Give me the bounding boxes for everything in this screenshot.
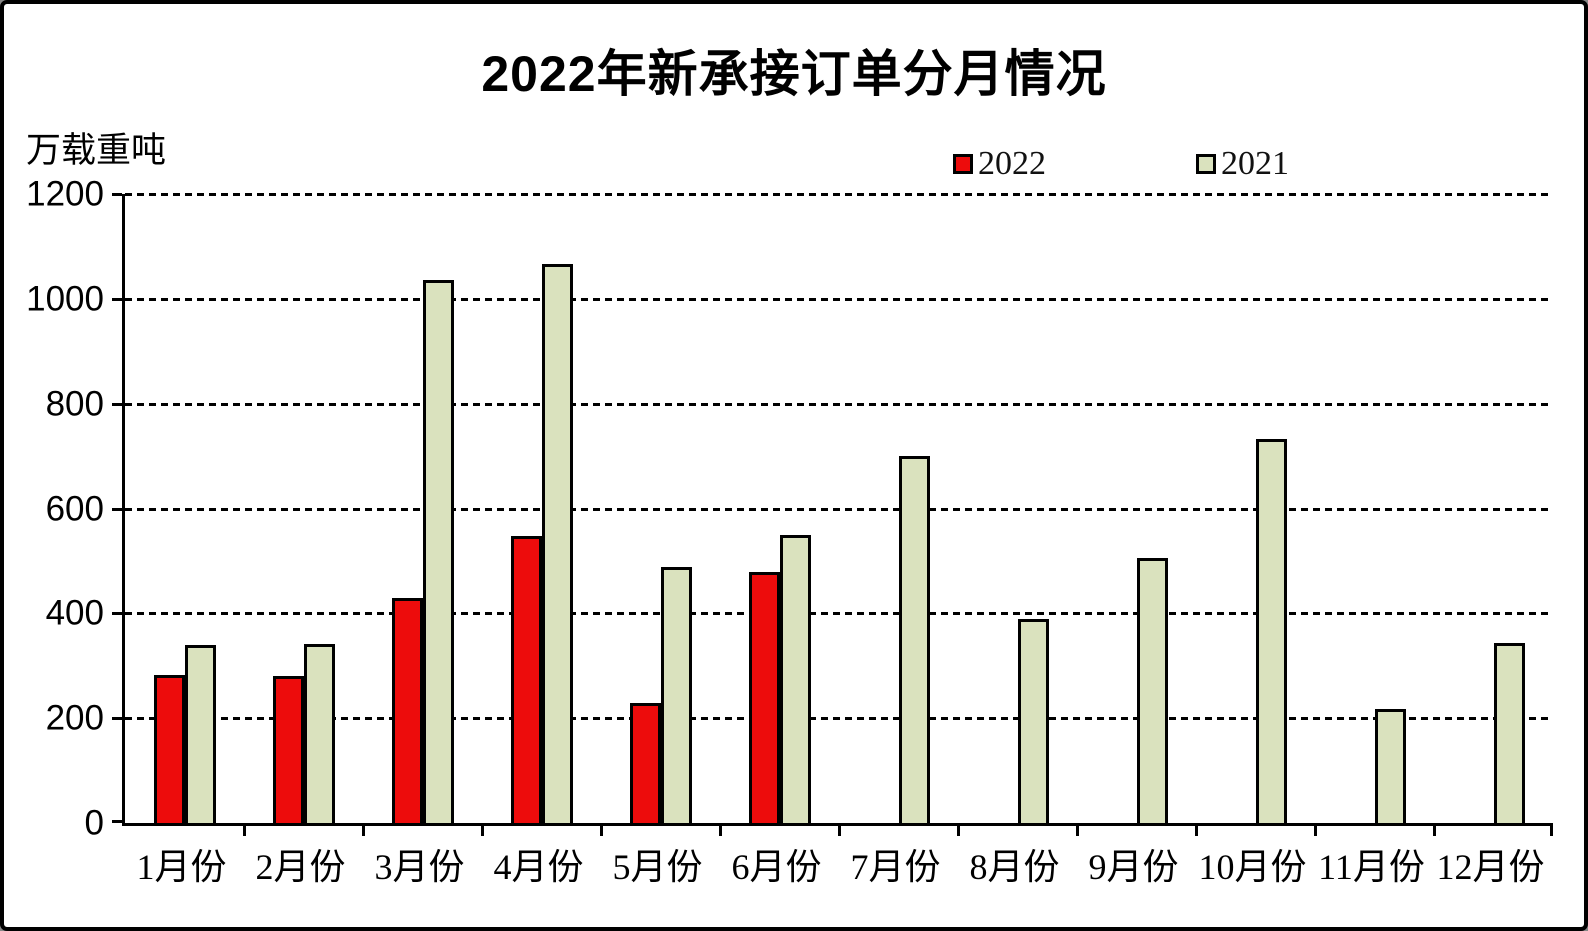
y-axis-tick bbox=[112, 507, 122, 511]
x-category-label-9月份: 9月份 bbox=[1088, 847, 1179, 887]
bar-2021-2月份 bbox=[303, 644, 335, 823]
bar-2021-8月份 bbox=[1017, 619, 1049, 823]
x-category-label-3月份: 3月份 bbox=[374, 847, 465, 887]
y-tick-label-600: 600 bbox=[45, 489, 104, 528]
x-category-label-2月份: 2月份 bbox=[255, 847, 346, 887]
bar-2022-5月份 bbox=[629, 703, 661, 823]
bar-2021-9月份 bbox=[1136, 558, 1168, 823]
legend-marker-2022-icon bbox=[953, 154, 973, 174]
x-axis-tick bbox=[1550, 826, 1553, 836]
x-axis-category-labels: 1月份 2月份 3月份 4月份 5月份 6月份 7月份 8月份 9月份 10月份 11月份 12月份 bbox=[122, 849, 1550, 899]
x-category-label-4月份: 4月份 bbox=[493, 847, 584, 887]
legend-label-2021: 2021 bbox=[1221, 145, 1289, 182]
plot-area bbox=[112, 193, 1553, 836]
x-category-label-11月份: 11月份 bbox=[1318, 847, 1425, 887]
bar-2021-1月份 bbox=[184, 645, 216, 823]
y-tick-label-0: 0 bbox=[84, 803, 104, 843]
y-axis-tick bbox=[112, 402, 122, 406]
bar-2022-1月份 bbox=[153, 675, 185, 823]
gridline-600 bbox=[125, 507, 1553, 511]
x-axis-tick bbox=[1075, 826, 1079, 836]
x-axis-tick bbox=[837, 826, 841, 836]
gridline-1200 bbox=[125, 193, 1553, 196]
x-axis-tick bbox=[599, 826, 603, 836]
x-axis-tick bbox=[956, 826, 960, 836]
bar-2021-10月份 bbox=[1255, 439, 1287, 823]
y-axis-tick bbox=[112, 717, 122, 721]
y-axis-tick bbox=[112, 297, 122, 301]
y-tick-label-1200: 1200 bbox=[26, 174, 104, 214]
legend-item-2021: 2021 bbox=[1196, 147, 1289, 181]
x-category-label-6月份: 6月份 bbox=[731, 847, 822, 887]
x-category-label-7月份: 7月份 bbox=[850, 847, 941, 887]
gridline-400 bbox=[125, 612, 1553, 616]
bar-2021-12月份 bbox=[1493, 643, 1525, 823]
y-axis-tick-labels: 0 200 400 600 800 1000 1200 bbox=[4, 177, 104, 841]
gridline-1000 bbox=[125, 297, 1553, 301]
bar-2021-6月份 bbox=[779, 535, 811, 823]
legend-label-2022: 2022 bbox=[978, 145, 1046, 182]
bar-2022-2月份 bbox=[272, 676, 304, 823]
bar-2022-6月份 bbox=[748, 572, 780, 823]
bar-2021-5月份 bbox=[660, 567, 692, 823]
bar-2021-11月份 bbox=[1374, 709, 1406, 823]
y-tick-label-800: 800 bbox=[45, 384, 104, 424]
x-axis-tick bbox=[1313, 826, 1317, 836]
y-axis-unit-label: 万载重吨 bbox=[26, 131, 167, 170]
y-tick-label-1000: 1000 bbox=[26, 279, 104, 319]
y-tick-label-200: 200 bbox=[45, 698, 104, 738]
bar-2022-3月份 bbox=[391, 598, 423, 823]
x-axis-tick bbox=[718, 826, 722, 836]
x-category-label-8月份: 8月份 bbox=[969, 847, 1060, 887]
x-axis-tick bbox=[480, 826, 484, 836]
gridline-800 bbox=[125, 402, 1553, 406]
legend-item-2022: 2022 bbox=[953, 147, 1046, 181]
x-axis-tick bbox=[1194, 826, 1198, 836]
y-tick-label-400: 400 bbox=[45, 593, 104, 633]
bar-2022-4月份 bbox=[510, 536, 542, 823]
bar-2021-4月份 bbox=[541, 264, 573, 823]
bar-2021-3月份 bbox=[422, 280, 454, 823]
x-axis-tick bbox=[1432, 826, 1436, 836]
y-axis-tick bbox=[112, 612, 122, 616]
x-category-label-5月份: 5月份 bbox=[612, 847, 703, 887]
x-axis-tick bbox=[361, 826, 365, 836]
gridline-200 bbox=[125, 717, 1553, 721]
x-category-label-10月份: 10月份 bbox=[1198, 847, 1307, 887]
x-category-label-12月份: 12月份 bbox=[1436, 847, 1545, 887]
bar-2021-7月份 bbox=[898, 456, 930, 823]
x-axis-tick bbox=[242, 826, 246, 836]
x-category-label-1月份: 1月份 bbox=[136, 847, 227, 887]
legend-marker-2021-icon bbox=[1196, 154, 1216, 174]
y-axis-tick bbox=[112, 820, 122, 823]
chart-title: 2022年新承接订单分月情况 bbox=[481, 46, 1107, 102]
y-axis-tick bbox=[112, 193, 122, 196]
